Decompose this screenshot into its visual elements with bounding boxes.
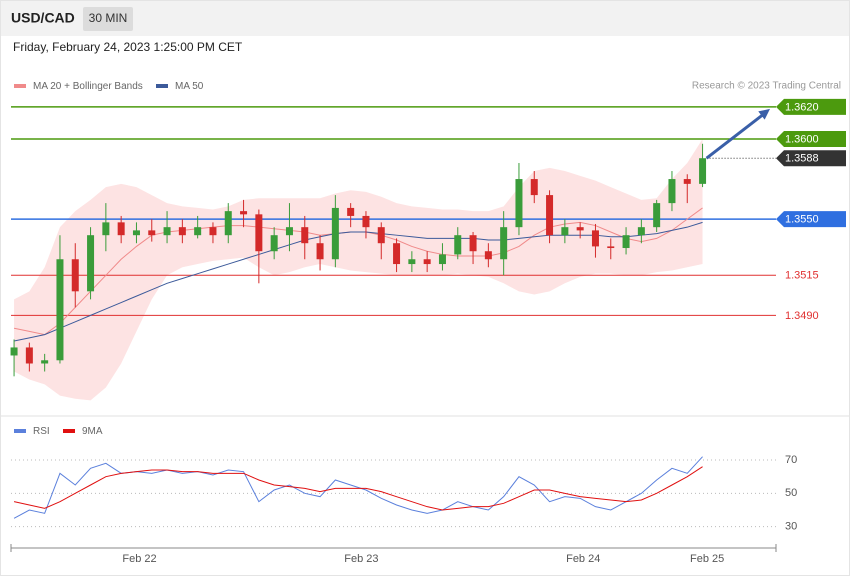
timeframe[interactable]: 30 MIN bbox=[89, 11, 128, 25]
candle-body bbox=[209, 227, 217, 236]
timeframe-button[interactable] bbox=[83, 7, 133, 31]
projection-arrowhead bbox=[758, 108, 770, 120]
candle-body bbox=[178, 227, 186, 236]
candle-body bbox=[25, 347, 33, 364]
legend-label: RSI bbox=[33, 426, 50, 437]
candle-body bbox=[668, 179, 676, 204]
level-tag bbox=[776, 211, 846, 228]
candle-body bbox=[132, 230, 140, 236]
y-tick-label: 30 bbox=[785, 521, 797, 533]
indicator-line bbox=[13, 466, 703, 511]
candle-body bbox=[683, 179, 691, 184]
candle-body bbox=[362, 215, 370, 228]
legend-swatch bbox=[14, 429, 26, 433]
candle-body bbox=[530, 179, 538, 196]
x-tick-label: Feb 22 bbox=[122, 553, 156, 565]
candle-body bbox=[561, 227, 569, 236]
x-tick-label: Feb 25 bbox=[690, 553, 724, 565]
legend-label: MA 20 + Bollinger Bands bbox=[33, 81, 143, 92]
level-label: 1.3550 bbox=[785, 214, 819, 226]
level-tag bbox=[776, 150, 846, 167]
candle-body bbox=[469, 235, 477, 252]
candle-body bbox=[423, 259, 431, 265]
symbol: USD/CAD bbox=[11, 10, 75, 26]
candle-body bbox=[607, 246, 615, 249]
candle-body bbox=[148, 230, 156, 236]
candle-body bbox=[301, 227, 309, 244]
candle-body bbox=[117, 222, 125, 236]
candle-body bbox=[194, 227, 202, 236]
candle-body bbox=[699, 158, 707, 184]
x-tick-label: Feb 23 bbox=[344, 553, 378, 565]
candle-body bbox=[240, 211, 248, 215]
y-tick-label: 50 bbox=[785, 487, 797, 499]
bollinger-band bbox=[14, 138, 703, 401]
candle-body bbox=[546, 195, 554, 236]
candle-body bbox=[10, 347, 18, 356]
candle-body bbox=[500, 227, 508, 260]
candle-body bbox=[637, 227, 645, 236]
candle-body bbox=[622, 235, 630, 249]
x-tick-label: Feb 24 bbox=[566, 553, 600, 565]
legend-swatch bbox=[14, 84, 26, 88]
legend-swatch bbox=[156, 84, 168, 88]
candle-body bbox=[454, 235, 462, 255]
candle-body bbox=[285, 227, 293, 236]
projection-arrow bbox=[705, 112, 765, 160]
candle-body bbox=[71, 259, 79, 292]
level-tag bbox=[776, 98, 846, 115]
header-bar bbox=[0, 0, 850, 36]
indicator-line bbox=[13, 456, 703, 519]
candle-body bbox=[255, 214, 263, 252]
datetime: Friday, February 24, 2023 1:25:00 PM CET bbox=[13, 40, 243, 54]
level-label: 1.3620 bbox=[785, 101, 819, 113]
candle-body bbox=[591, 230, 599, 247]
candle-body bbox=[377, 227, 385, 244]
candle-body bbox=[408, 259, 416, 265]
level-label: 1.3588 bbox=[785, 153, 819, 165]
candle-body bbox=[102, 222, 110, 236]
y-tick-label: 70 bbox=[785, 454, 797, 466]
legend-label: MA 50 bbox=[175, 81, 204, 92]
candle-body bbox=[515, 179, 523, 228]
candle-body bbox=[270, 235, 278, 252]
level-tag bbox=[776, 130, 846, 147]
level-label: 1.3490 bbox=[785, 310, 819, 322]
candle-body bbox=[576, 227, 584, 231]
candle-body bbox=[484, 251, 492, 260]
candle-body bbox=[438, 254, 446, 265]
legend-label: 9MA bbox=[82, 426, 103, 437]
candle-body bbox=[56, 259, 64, 361]
candle-body bbox=[316, 243, 324, 260]
level-label: 1.3515 bbox=[785, 270, 819, 282]
candle-body bbox=[163, 227, 171, 236]
legend-swatch bbox=[63, 429, 75, 433]
candle-body bbox=[393, 243, 401, 265]
candle-body bbox=[331, 207, 339, 260]
copyright: Research © 2023 Trading Central bbox=[692, 81, 841, 92]
candle-body bbox=[87, 235, 95, 292]
candle-body bbox=[224, 211, 232, 236]
moving-average bbox=[13, 221, 703, 342]
candle-body bbox=[347, 207, 355, 216]
level-label: 1.3600 bbox=[785, 133, 819, 145]
candle-body bbox=[41, 360, 49, 364]
candle-body bbox=[653, 203, 661, 228]
